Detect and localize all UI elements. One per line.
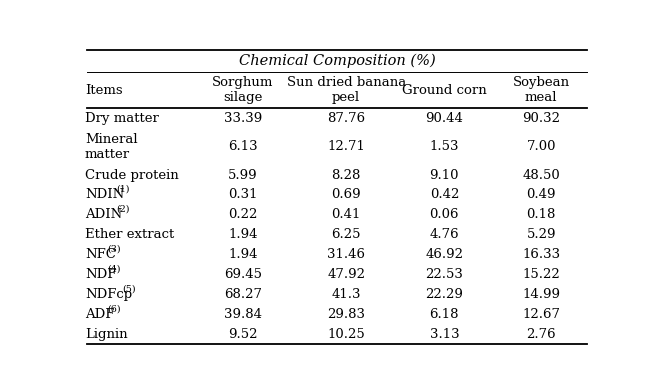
Text: 12.71: 12.71 [327, 140, 365, 153]
Text: Sorghum
silage: Sorghum silage [212, 76, 274, 104]
Text: 39.84: 39.84 [224, 308, 262, 321]
Text: 41.3: 41.3 [332, 288, 361, 301]
Text: 31.46: 31.46 [327, 248, 365, 261]
Text: (4): (4) [108, 264, 121, 273]
Text: 5.29: 5.29 [526, 228, 556, 241]
Text: (2): (2) [116, 205, 130, 214]
Text: Sun dried banana
peel: Sun dried banana peel [286, 76, 406, 104]
Text: 0.22: 0.22 [228, 208, 257, 222]
Text: 47.92: 47.92 [327, 268, 365, 281]
Text: 69.45: 69.45 [224, 268, 262, 281]
Text: 6.13: 6.13 [228, 140, 258, 153]
Text: (6): (6) [108, 304, 121, 313]
Text: 0.06: 0.06 [430, 208, 459, 222]
Text: 7.00: 7.00 [526, 140, 556, 153]
Text: 8.28: 8.28 [332, 168, 361, 182]
Text: Lignin: Lignin [85, 328, 128, 340]
Text: 68.27: 68.27 [224, 288, 262, 301]
Text: 6.25: 6.25 [332, 228, 361, 241]
Text: 6.18: 6.18 [430, 308, 459, 321]
Text: 12.67: 12.67 [522, 308, 560, 321]
Text: 9.10: 9.10 [430, 168, 459, 182]
Text: 1.94: 1.94 [228, 248, 258, 261]
Text: 0.42: 0.42 [430, 188, 459, 202]
Text: 4.76: 4.76 [430, 228, 459, 241]
Text: (3): (3) [108, 245, 121, 254]
Text: Ground corn: Ground corn [402, 83, 487, 97]
Text: 1.53: 1.53 [430, 140, 459, 153]
Text: 0.41: 0.41 [332, 208, 361, 222]
Text: NDFcp: NDFcp [85, 288, 132, 301]
Text: 33.39: 33.39 [224, 112, 262, 125]
Text: 14.99: 14.99 [522, 288, 560, 301]
Text: 87.76: 87.76 [327, 112, 365, 125]
Text: ADIN: ADIN [85, 208, 122, 222]
Text: Chemical Composition (%): Chemical Composition (%) [239, 53, 436, 68]
Text: Dry matter: Dry matter [85, 112, 159, 125]
Text: Crude protein: Crude protein [85, 168, 178, 182]
Text: Ether extract: Ether extract [85, 228, 174, 241]
Text: ADF: ADF [85, 308, 114, 321]
Text: 90.44: 90.44 [425, 112, 463, 125]
Text: 22.53: 22.53 [425, 268, 463, 281]
Text: 1.94: 1.94 [228, 228, 258, 241]
Text: 29.83: 29.83 [327, 308, 365, 321]
Text: (5): (5) [122, 284, 136, 293]
Text: 0.49: 0.49 [526, 188, 556, 202]
Text: 15.22: 15.22 [522, 268, 560, 281]
Text: 48.50: 48.50 [522, 168, 560, 182]
Text: 9.52: 9.52 [228, 328, 258, 340]
Text: 10.25: 10.25 [327, 328, 365, 340]
Text: 16.33: 16.33 [522, 248, 560, 261]
Text: NDIN: NDIN [85, 188, 124, 202]
Text: 90.32: 90.32 [522, 112, 560, 125]
Text: 0.69: 0.69 [332, 188, 361, 202]
Text: 3.13: 3.13 [430, 328, 459, 340]
Text: 46.92: 46.92 [425, 248, 463, 261]
Text: 5.99: 5.99 [228, 168, 258, 182]
Text: Soybean
meal: Soybean meal [513, 76, 570, 104]
Text: 0.18: 0.18 [526, 208, 556, 222]
Text: 22.29: 22.29 [425, 288, 463, 301]
Text: (1): (1) [116, 185, 130, 194]
Text: 2.76: 2.76 [526, 328, 556, 340]
Text: NFC: NFC [85, 248, 116, 261]
Text: Items: Items [85, 83, 122, 97]
Text: 0.31: 0.31 [228, 188, 258, 202]
Text: NDF: NDF [85, 268, 116, 281]
Text: Mineral
matter: Mineral matter [85, 133, 138, 161]
